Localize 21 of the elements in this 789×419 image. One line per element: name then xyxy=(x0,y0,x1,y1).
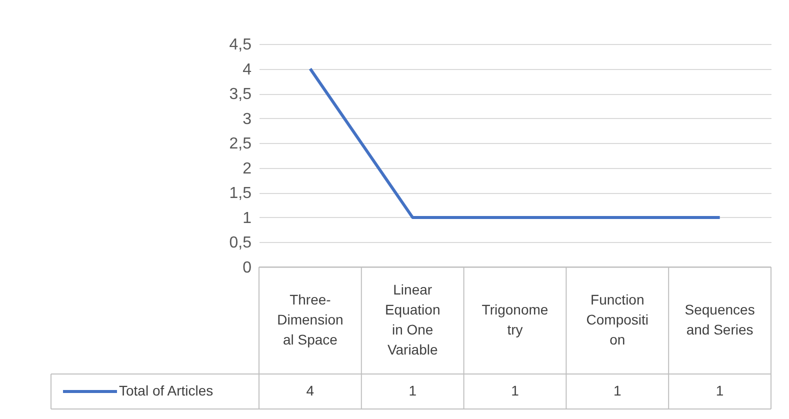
y-tick-label: 4,5 xyxy=(229,36,252,54)
data-label: 1 xyxy=(716,382,724,398)
data-label: 4 xyxy=(306,382,314,398)
y-tick-label: 1 xyxy=(242,210,252,227)
y-tick-label: 0 xyxy=(242,260,252,276)
x-tick-label: Function Composition xyxy=(586,292,649,348)
x-tick-label: Linear Equation in One Variable xyxy=(384,282,440,358)
y-tick-label: 4 xyxy=(242,61,252,78)
y-tick-label: 3,5 xyxy=(229,86,252,104)
legend-label: Total of Articles xyxy=(119,382,214,398)
x-tick-label: Sequences and Series xyxy=(684,302,755,338)
y-tick-label: 3 xyxy=(242,110,252,128)
data-label: 1 xyxy=(408,382,417,398)
y-tick-label: 2 xyxy=(242,160,252,178)
data-label: 1 xyxy=(511,382,520,398)
x-tick-label: Three-Dimensional Space xyxy=(277,292,344,348)
y-tick-label: 0,5 xyxy=(229,234,252,252)
y-tick-label: 2,5 xyxy=(229,136,252,153)
x-tick-label: Trigonometry xyxy=(482,302,548,338)
y-tick-label: 1,5 xyxy=(229,185,252,202)
data-label: 1 xyxy=(614,382,622,398)
